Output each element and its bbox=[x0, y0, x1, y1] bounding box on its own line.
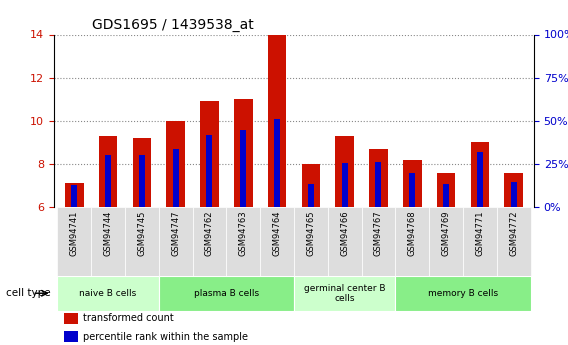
Text: GSM94747: GSM94747 bbox=[171, 210, 180, 256]
Bar bbox=[341, 163, 348, 207]
Bar bbox=[260, 207, 294, 279]
Bar bbox=[294, 207, 328, 279]
Text: GSM94763: GSM94763 bbox=[239, 210, 248, 256]
Text: GSM94767: GSM94767 bbox=[374, 210, 383, 256]
Text: germinal center B
cells: germinal center B cells bbox=[304, 284, 386, 303]
Bar bbox=[403, 159, 421, 207]
Bar bbox=[511, 182, 517, 207]
Bar bbox=[335, 136, 354, 207]
Bar bbox=[437, 172, 456, 207]
Bar bbox=[504, 172, 523, 207]
Text: GDS1695 / 1439538_at: GDS1695 / 1439538_at bbox=[93, 18, 254, 32]
Text: transformed count: transformed count bbox=[83, 313, 173, 323]
Bar bbox=[497, 207, 531, 279]
Text: GSM94771: GSM94771 bbox=[475, 210, 485, 256]
Bar bbox=[71, 186, 77, 207]
Bar bbox=[274, 119, 280, 207]
Text: memory B cells: memory B cells bbox=[428, 289, 498, 298]
Text: plasma B cells: plasma B cells bbox=[194, 289, 259, 298]
Bar bbox=[206, 135, 212, 207]
Bar bbox=[369, 149, 388, 207]
Bar bbox=[328, 207, 362, 279]
Text: GSM94768: GSM94768 bbox=[408, 210, 417, 256]
Text: GSM94764: GSM94764 bbox=[273, 210, 282, 256]
Bar bbox=[200, 101, 219, 207]
Text: GSM94744: GSM94744 bbox=[103, 210, 112, 256]
Bar bbox=[99, 136, 118, 207]
Bar bbox=[173, 149, 179, 207]
Bar bbox=[64, 313, 78, 324]
Bar bbox=[226, 207, 260, 279]
Text: cell type: cell type bbox=[6, 288, 51, 298]
Bar bbox=[193, 207, 226, 279]
Bar bbox=[57, 207, 91, 279]
Bar bbox=[463, 207, 497, 279]
Bar bbox=[395, 207, 429, 279]
Bar bbox=[294, 276, 395, 310]
Text: GSM94765: GSM94765 bbox=[306, 210, 315, 256]
Bar bbox=[477, 152, 483, 207]
Bar bbox=[132, 138, 151, 207]
Bar bbox=[362, 207, 395, 279]
Bar bbox=[429, 207, 463, 279]
Text: GSM94772: GSM94772 bbox=[509, 210, 518, 256]
Bar bbox=[234, 99, 253, 207]
Text: GSM94741: GSM94741 bbox=[70, 210, 79, 256]
Bar bbox=[139, 155, 145, 207]
Bar bbox=[375, 162, 382, 207]
Bar bbox=[409, 172, 415, 207]
Bar bbox=[470, 142, 489, 207]
Bar bbox=[268, 34, 286, 207]
Bar bbox=[64, 332, 78, 342]
Text: percentile rank within the sample: percentile rank within the sample bbox=[83, 332, 248, 342]
Bar bbox=[302, 164, 320, 207]
Text: naive B cells: naive B cells bbox=[80, 289, 137, 298]
Bar bbox=[105, 155, 111, 207]
Bar bbox=[158, 207, 193, 279]
Bar bbox=[166, 121, 185, 207]
Text: GSM94769: GSM94769 bbox=[441, 210, 450, 256]
Bar bbox=[308, 184, 314, 207]
Bar bbox=[395, 276, 531, 310]
Bar bbox=[57, 276, 158, 310]
Bar bbox=[65, 183, 83, 207]
Bar bbox=[125, 207, 158, 279]
Bar bbox=[443, 184, 449, 207]
Text: GSM94762: GSM94762 bbox=[205, 210, 214, 256]
Text: GSM94766: GSM94766 bbox=[340, 210, 349, 256]
Bar bbox=[240, 130, 247, 207]
Bar bbox=[158, 276, 294, 310]
Text: GSM94745: GSM94745 bbox=[137, 210, 147, 256]
Bar bbox=[91, 207, 125, 279]
